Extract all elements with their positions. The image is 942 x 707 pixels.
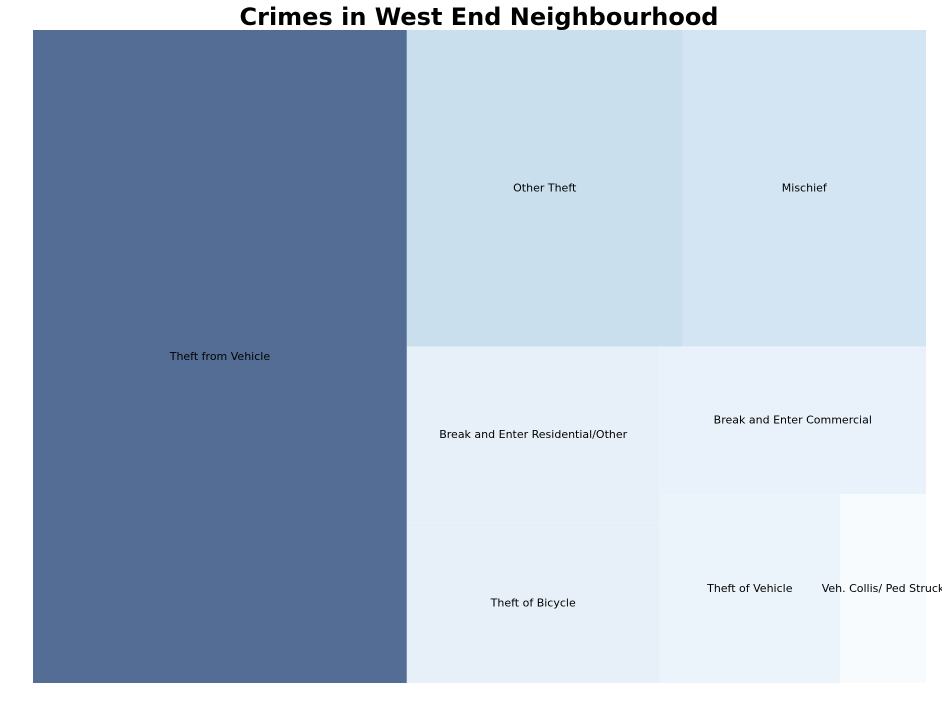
tile-label-theft-of-bicycle: Theft of Bicycle (490, 596, 576, 609)
tile-theft-from-vehicle (33, 30, 407, 683)
tile-theft-of-vehicle (659, 494, 841, 683)
chart-title: Crimes in West End Neighbourhood (239, 3, 719, 31)
tile-label-mischief: Mischief (782, 182, 828, 195)
tile-other-theft (406, 30, 683, 347)
tile-break-and-enter-commercial (659, 346, 926, 495)
treemap-tiles (33, 30, 926, 683)
tile-label-break-and-enter-commercial: Break and Enter Commercial (714, 414, 872, 427)
tile-theft-of-bicycle (406, 522, 660, 683)
tile-veh-collis-ped-struck (840, 494, 926, 683)
tile-mischief (682, 30, 926, 347)
tile-label-veh-collis-ped-struck: Veh. Collis/ Ped Struck (822, 582, 942, 595)
treemap-labels: Theft from Vehicle Other Theft Mischief Bre… (169, 182, 942, 610)
tile-label-other-theft: Other Theft (513, 182, 577, 195)
tile-label-break-and-enter-residential-other: Break and Enter Residential/Other (439, 428, 627, 441)
tile-label-theft-of-vehicle: Theft of Vehicle (706, 582, 793, 595)
tile-break-and-enter-residential-other (406, 346, 660, 523)
tile-label-theft-from-vehicle: Theft from Vehicle (169, 350, 271, 363)
